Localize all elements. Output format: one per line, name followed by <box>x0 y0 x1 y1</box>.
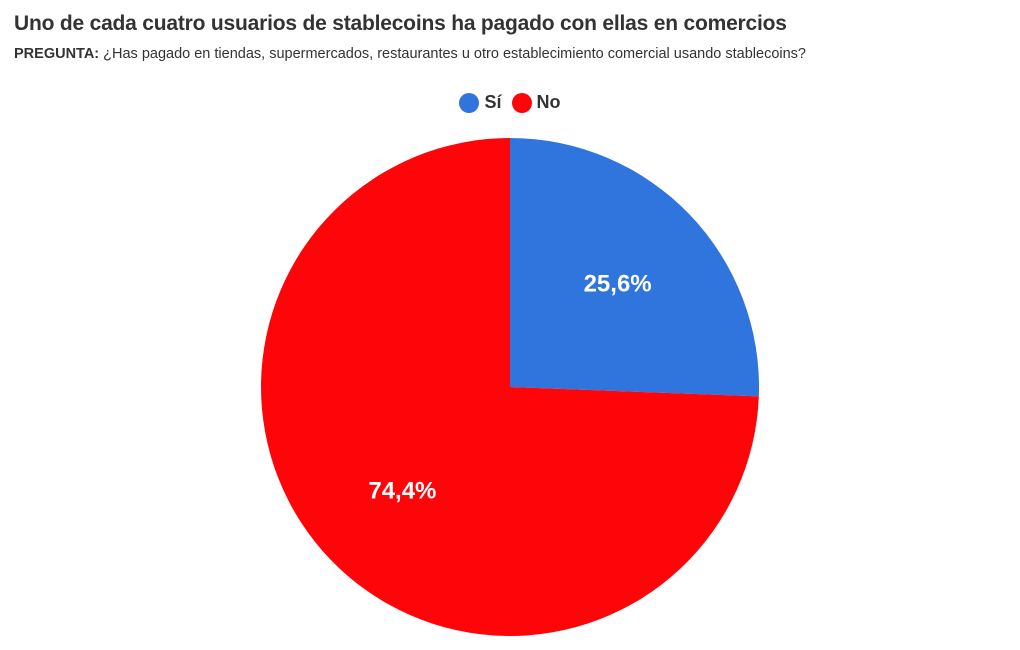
pie-slice-si <box>510 138 759 397</box>
question-text: ¿Has pagado en tiendas, supermercados, r… <box>103 46 806 62</box>
legend-swatch-no <box>511 92 532 113</box>
pie-slice-no <box>260 138 759 636</box>
legend-label-si: Sí <box>484 92 502 112</box>
question-label: PREGUNTA: <box>14 46 100 62</box>
legend-label-no: No <box>536 92 561 112</box>
legend-item-si: Sí <box>459 92 502 113</box>
slice-label-no: 74,4% <box>368 478 436 505</box>
legend: Sí No <box>0 92 1020 113</box>
chart-subtitle: PREGUNTA: ¿Has pagado en tiendas, superm… <box>14 46 806 62</box>
slice-label-si: 25,6% <box>584 270 652 297</box>
legend-swatch-si <box>459 92 480 113</box>
legend-item-no: No <box>511 92 561 113</box>
chart-title: Uno de cada cuatro usuarios de stablecoi… <box>14 12 787 35</box>
